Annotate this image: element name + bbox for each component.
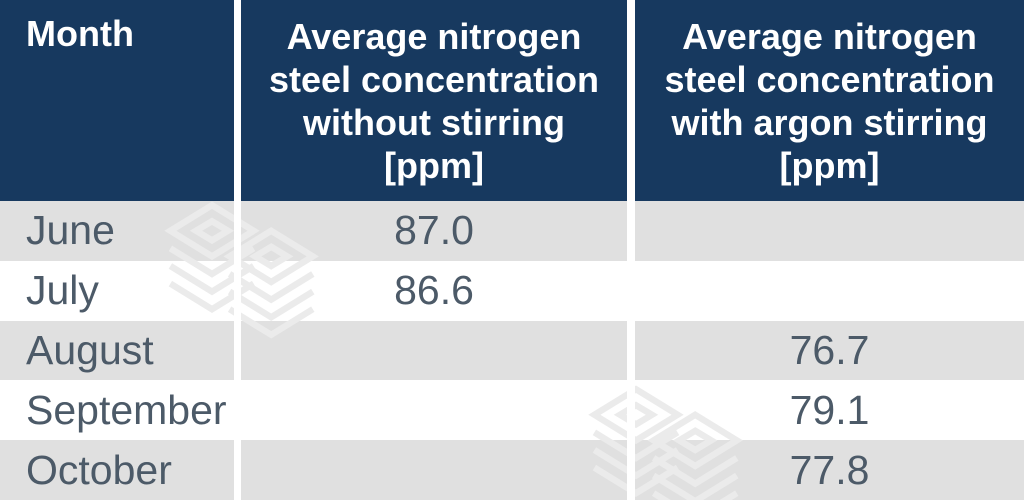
column-divider [234,260,241,321]
header-with-argon-label: Average nitrogen steel concentration wit… [664,15,995,186]
column-divider [627,320,635,381]
column-divider [234,201,241,261]
cell-september-with-argon: 79.1 [635,380,1024,441]
column-divider [234,380,241,441]
value-label: 77.8 [789,446,870,493]
header-with-argon: Average nitrogen steel concentration wit… [635,0,1024,201]
value-label: 86.6 [394,267,474,314]
month-label: July [26,267,99,314]
cell-june-with-argon [635,201,1024,261]
value-label: 76.7 [789,326,870,373]
header-month-label: Month [26,13,134,54]
cell-july-with-argon [635,260,1024,321]
column-divider [627,260,635,321]
month-label: October [26,446,172,493]
cell-month-july: July [0,260,234,321]
cell-october-with-argon: 77.8 [635,440,1024,500]
cell-august-with-argon: 76.7 [635,320,1024,381]
column-divider [627,440,635,500]
cell-month-october: October [0,440,234,500]
value-label: 79.1 [789,386,870,433]
header-month: Month [0,0,234,201]
month-label: August [26,326,154,373]
cell-july-without-stirring: 86.6 [241,260,627,321]
cell-month-june: June [0,201,234,261]
column-divider [627,201,635,261]
cell-month-august: August [0,320,234,381]
value-label: 87.0 [394,207,474,254]
cell-october-without-stirring [241,440,627,500]
column-divider [234,0,241,201]
column-divider [627,0,635,201]
column-divider [234,440,241,500]
month-label: September [26,386,227,433]
cell-month-september: September [0,380,234,441]
cell-september-without-stirring [241,380,627,441]
header-without-stirring: Average nitrogen steel concentration wit… [241,0,627,201]
column-divider [627,380,635,441]
header-without-stirring-label: Average nitrogen steel concentration wit… [268,15,600,186]
cell-june-without-stirring: 87.0 [241,201,627,261]
month-label: June [26,207,115,254]
cell-august-without-stirring [241,320,627,381]
column-divider [234,320,241,381]
